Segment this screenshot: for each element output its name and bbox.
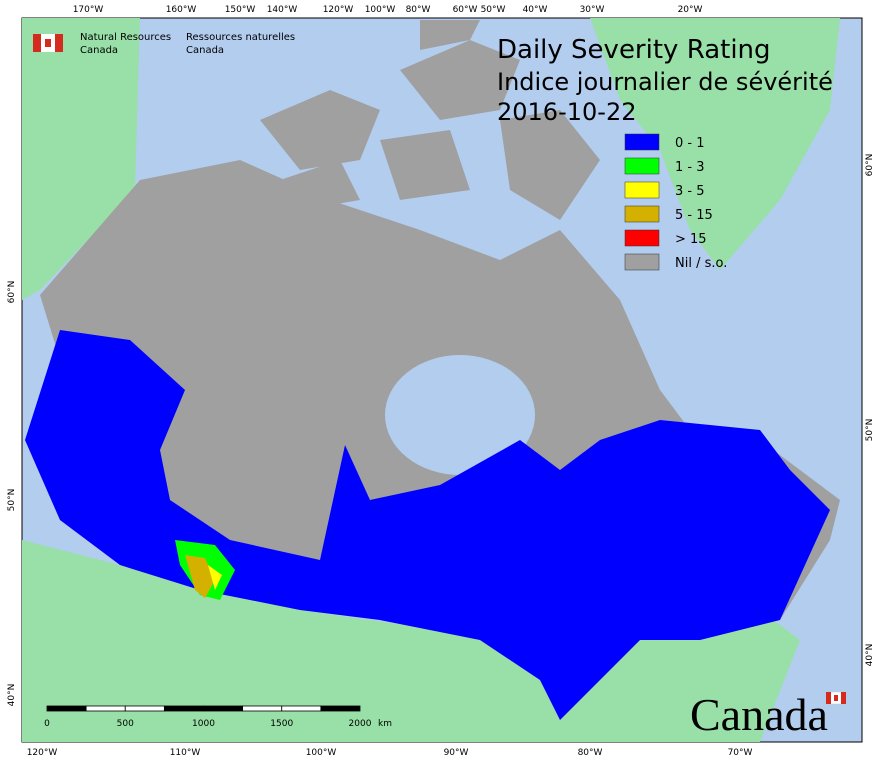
scale-label: 1000: [192, 719, 215, 729]
graticule-label: 90°W: [444, 748, 469, 758]
graticule-label: 100°W: [306, 748, 337, 758]
scale-segment: [124, 705, 165, 712]
legend-label: 1 - 3: [675, 160, 705, 175]
graticule-labels: 170°W 160°W 150°W 140°W 120°W 100°W 80°W 60°W 50…: [7, 5, 875, 758]
graticule-label: 50°N: [865, 419, 875, 442]
scale-segment: [242, 705, 283, 712]
graticule-label: 30°W: [580, 5, 605, 15]
legend-label: > 15: [675, 232, 707, 247]
graticule-label: 80°W: [406, 5, 431, 15]
scale-segment: [163, 705, 204, 712]
graticule-label: 110°W: [170, 748, 201, 758]
graticule-label: 60°N: [865, 154, 875, 177]
scale-segment: [46, 705, 87, 712]
scale-segment: [203, 705, 244, 712]
legend-swatch: [624, 157, 660, 175]
graticule-label: 150°W: [225, 5, 256, 15]
agency-en: Canada: [80, 45, 118, 56]
wordmark: Canada: [690, 689, 847, 740]
legend-swatch: [624, 181, 660, 199]
scale-label: 2000: [349, 719, 372, 729]
legend-label: 0 - 1: [675, 136, 705, 151]
arctic-islands: [200, 20, 600, 240]
graticule-label: 160°W: [166, 5, 197, 15]
graticule-label: 70°W: [728, 748, 753, 758]
flag: [45, 39, 51, 47]
title: Daily Severity Rating: [497, 35, 771, 65]
agency-signature: Natural Resources Canada Ressources natu…: [33, 32, 295, 56]
graticule-label: 40°N: [865, 644, 875, 667]
graticule-label: 60°W: [453, 5, 478, 15]
rating-area: [25, 330, 830, 720]
flag: [55, 34, 63, 52]
graticule-label: 120°W: [323, 5, 354, 15]
scale-segment: [281, 705, 322, 712]
flag: [834, 695, 838, 701]
agency-en: Natural Resources: [80, 32, 171, 43]
date: 2016-10-22: [497, 98, 636, 126]
scale-label: 500: [117, 719, 134, 729]
agency-fr: Canada: [186, 45, 224, 56]
flag: [841, 692, 846, 704]
legend: 0 - 1 1 - 3 3 - 5 5 - 15 > 15 Nil / s.o.: [624, 133, 727, 271]
graticule-label: 100°W: [365, 5, 396, 15]
graticule-label: 60°N: [7, 281, 17, 304]
graticule-label: 40°N: [7, 684, 17, 707]
legend-swatch: [624, 205, 660, 223]
graticule-label: 20°W: [678, 5, 703, 15]
scale-label: 1500: [270, 719, 293, 729]
subtitle: Indice journalier de sévérité: [497, 68, 833, 96]
graticule-label: 80°W: [578, 748, 603, 758]
legend-label: Nil / s.o.: [675, 256, 727, 271]
graticule-label: 40°W: [523, 5, 548, 15]
scale-unit: km: [378, 719, 392, 729]
legend-label: 3 - 5: [675, 184, 705, 199]
flag: [33, 34, 41, 52]
graticule-label: 50°W: [481, 5, 506, 15]
rating-area: [208, 565, 222, 590]
hudson-bay: [385, 355, 535, 475]
graticule-label: 170°W: [73, 5, 104, 15]
graticule-label: 140°W: [267, 5, 298, 15]
wordmark-text: Canada: [690, 689, 828, 740]
scale-bar: 0 500 1000 1500 2000 km: [44, 705, 392, 729]
agency-fr: Ressources naturelles: [186, 32, 295, 43]
graticule-label: 120°W: [27, 748, 58, 758]
flag: [826, 692, 831, 704]
legend-swatch: [624, 253, 660, 271]
scale-segment: [320, 705, 361, 712]
scale-segment: [85, 705, 126, 712]
legend-swatch: [624, 229, 660, 247]
rating-area: [185, 555, 215, 598]
greenland: [590, 18, 840, 270]
alaska: [22, 18, 140, 300]
legend-swatch: [624, 133, 660, 151]
scale-label: 0: [44, 719, 50, 729]
graticule-label: 50°N: [7, 489, 17, 512]
map-body: [21, 17, 863, 743]
legend-label: 5 - 15: [675, 208, 713, 223]
